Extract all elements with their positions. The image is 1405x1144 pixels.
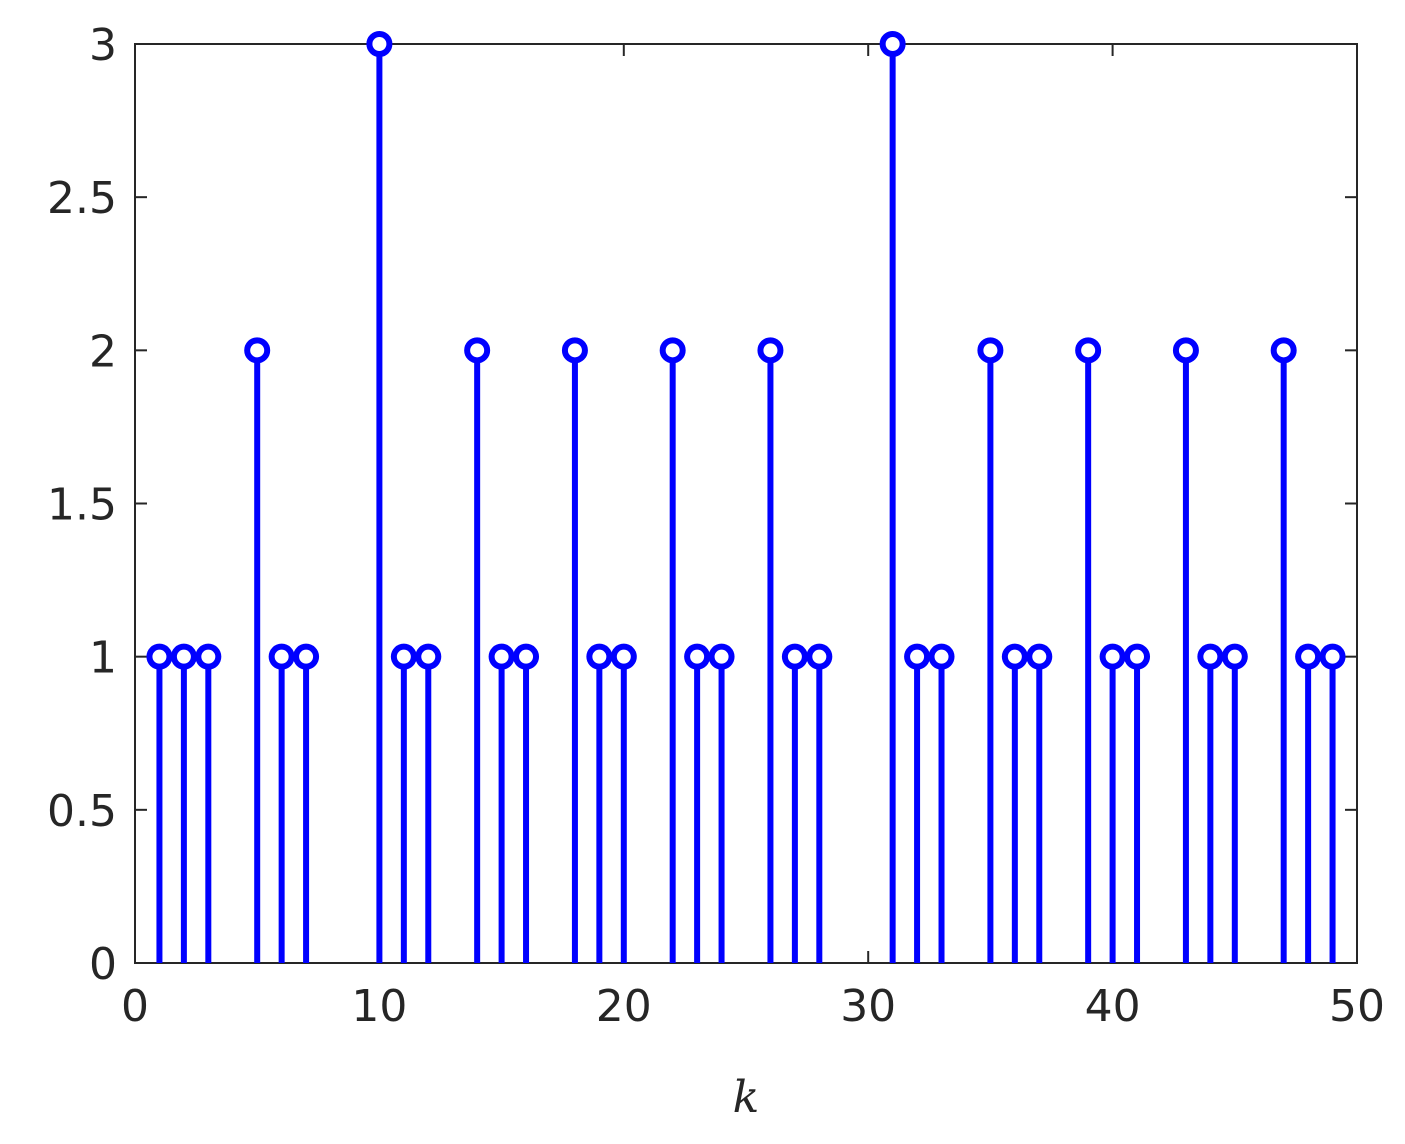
y-tick-label: 2 xyxy=(89,326,117,377)
y-tick-label: 2.5 xyxy=(47,173,117,224)
x-axis-label: k xyxy=(733,1072,760,1123)
stem-marker xyxy=(488,643,515,670)
stem-marker xyxy=(904,643,931,670)
stem-marker xyxy=(244,337,271,364)
stem-marker xyxy=(781,643,808,670)
stem-marker xyxy=(146,643,173,670)
stem-marker xyxy=(1319,643,1346,670)
y-tick-label: 1 xyxy=(89,633,117,684)
stem-marker xyxy=(1172,337,1199,364)
stem-marker xyxy=(757,337,784,364)
stem-marker xyxy=(708,643,735,670)
x-tick-label: 10 xyxy=(351,981,407,1032)
y-tick-label: 3 xyxy=(89,20,117,71)
stem-marker xyxy=(586,643,613,670)
stem-marker xyxy=(879,31,906,57)
plot-area xyxy=(134,43,1358,964)
stem-marker xyxy=(561,337,588,364)
stem-marker xyxy=(390,643,417,670)
x-tick-label: 40 xyxy=(1085,981,1141,1032)
stem-marker xyxy=(464,337,491,364)
stem-marker xyxy=(415,643,442,670)
stem-marker xyxy=(806,643,833,670)
stem-marker xyxy=(977,337,1004,364)
stem-marker xyxy=(170,643,197,670)
y-tick-label: 0.5 xyxy=(47,786,117,837)
y-tick-label: 1.5 xyxy=(47,480,117,531)
x-tick-label: 0 xyxy=(121,981,149,1032)
stem-marker xyxy=(293,643,320,670)
stem-marker xyxy=(195,643,222,670)
stem-marker xyxy=(610,643,637,670)
y-tick-label: 0 xyxy=(89,939,117,990)
stem-marker xyxy=(513,643,540,670)
x-tick-label: 30 xyxy=(840,981,896,1032)
stem-marker xyxy=(1075,337,1102,364)
stem-marker xyxy=(366,31,393,57)
stem-marker xyxy=(1026,643,1053,670)
stem-marker xyxy=(1099,643,1126,670)
x-tick-label: 20 xyxy=(596,981,652,1032)
stem-marker xyxy=(1197,643,1224,670)
x-tick-label: 50 xyxy=(1329,981,1385,1032)
stem-marker xyxy=(1221,643,1248,670)
stem-marker xyxy=(684,643,711,670)
stem-marker xyxy=(928,643,955,670)
stem-marker xyxy=(659,337,686,364)
stem-marker xyxy=(268,643,295,670)
stem-marker xyxy=(1001,643,1028,670)
stem-marker xyxy=(1270,337,1297,364)
stem-marker xyxy=(1295,643,1322,670)
stem-marker xyxy=(1124,643,1151,670)
